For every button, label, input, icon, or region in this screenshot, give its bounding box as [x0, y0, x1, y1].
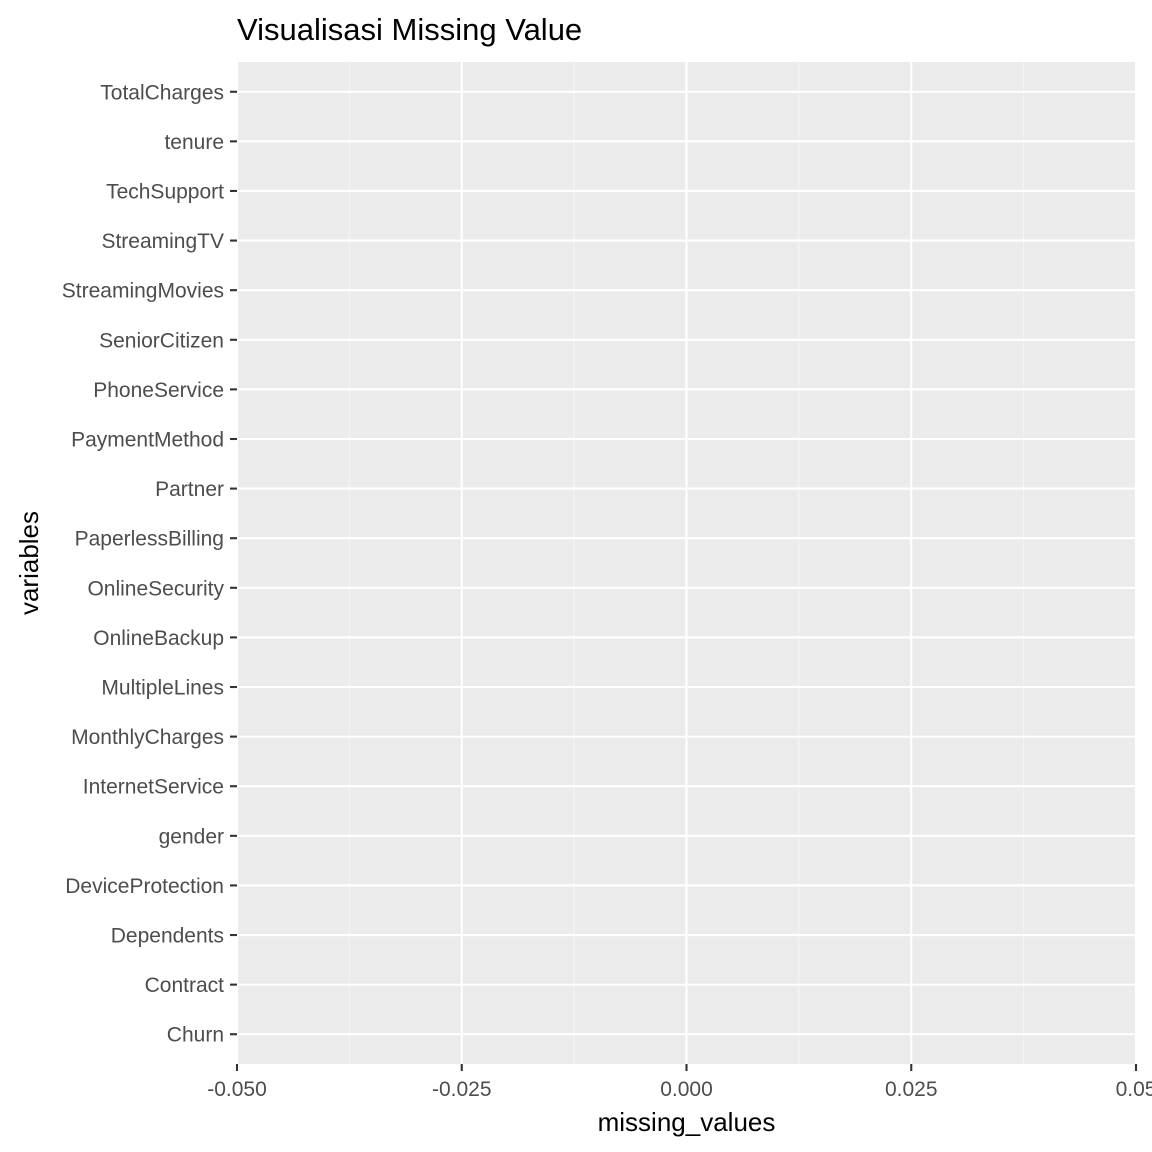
y-tick-label: StreamingMovies — [62, 280, 224, 303]
y-tick-label: SeniorCitizen — [99, 329, 224, 352]
x-tick-label: -0.025 — [432, 1078, 492, 1101]
y-tick-label: tenure — [164, 131, 224, 154]
major-gridlines — [235, 62, 1138, 1064]
y-tick-label: TechSupport — [106, 180, 224, 203]
x-axis-ticks: -0.050 -0.025 0.000 0.025 0.05 — [207, 1064, 1152, 1101]
y-tick-label: TotalCharges — [100, 81, 224, 104]
chart-title: Visualisasi Missing Value — [237, 12, 582, 47]
y-tick-label: MultipleLines — [101, 677, 224, 700]
y-tick-label: DeviceProtection — [65, 875, 224, 898]
y-tick-label: OnlineBackup — [93, 627, 224, 650]
x-tick-label: 0.05 — [1116, 1078, 1152, 1101]
y-tick-label: Churn — [167, 1024, 224, 1047]
y-tick-label: MonthlyCharges — [71, 726, 224, 749]
y-tick-label: PhoneService — [93, 379, 224, 402]
x-tick-label: 0.025 — [885, 1078, 938, 1101]
y-axis-ticks: Churn Contract Dependents DeviceProtection g… — [62, 81, 237, 1047]
y-tick-label: Contract — [145, 974, 225, 997]
y-tick-label: Partner — [155, 478, 224, 501]
x-axis-title: missing_values — [598, 1107, 776, 1137]
x-tick-label: 0.000 — [660, 1078, 713, 1101]
y-tick-label: gender — [159, 825, 224, 848]
minor-gridlines — [348, 62, 1025, 1064]
y-tick-label: OnlineSecurity — [87, 577, 224, 600]
y-tick-label: PaymentMethod — [71, 428, 224, 451]
y-tick-label: Dependents — [111, 925, 224, 948]
x-tick-label: -0.050 — [207, 1078, 267, 1101]
y-tick-label: StreamingTV — [101, 230, 224, 253]
y-tick-label: PaperlessBilling — [75, 528, 224, 551]
y-axis-title: variables — [14, 511, 44, 615]
y-tick-label: InternetService — [83, 776, 224, 799]
